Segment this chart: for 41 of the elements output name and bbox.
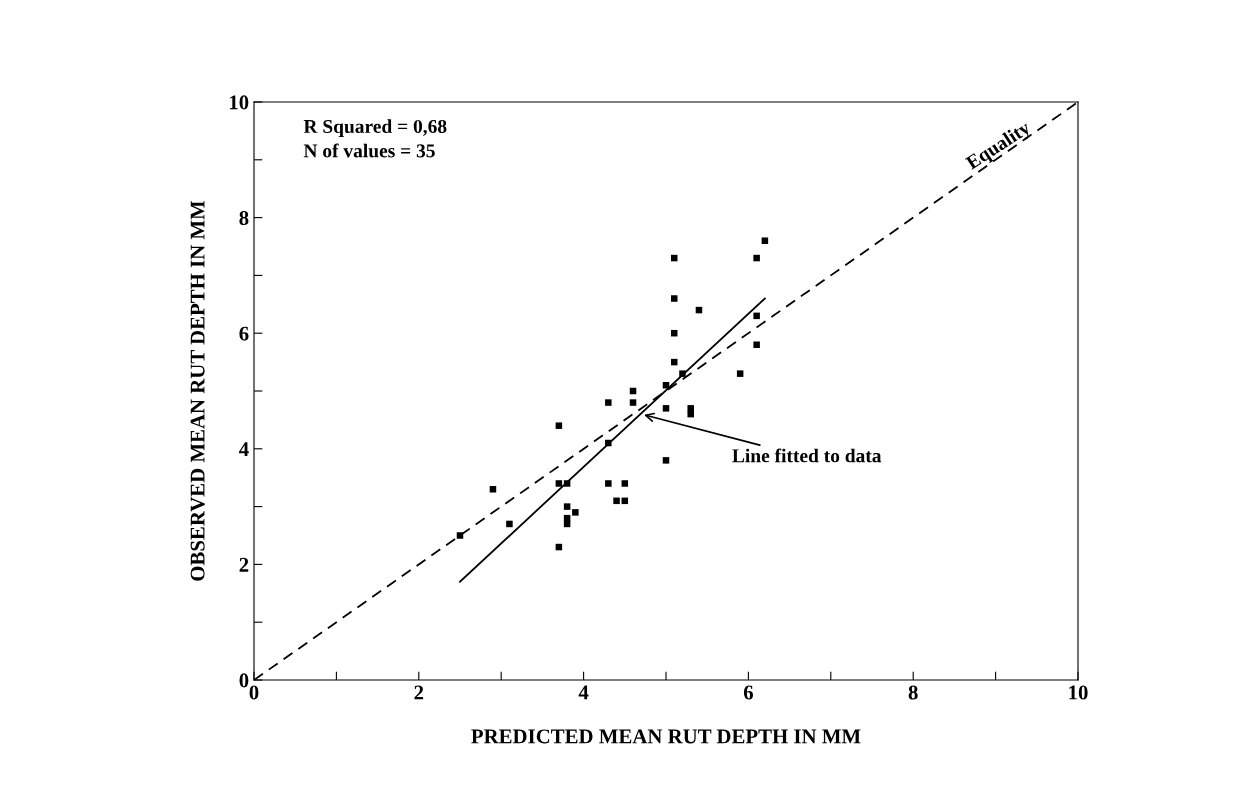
point bbox=[621, 480, 629, 487]
point bbox=[456, 532, 464, 539]
point bbox=[687, 410, 694, 418]
y-tick-label: 10 bbox=[229, 95, 249, 110]
point bbox=[555, 422, 563, 429]
point bbox=[679, 370, 686, 377]
annotation: Line fitted to data bbox=[732, 448, 882, 463]
point bbox=[662, 405, 670, 412]
y-tick-label: 2 bbox=[239, 557, 249, 572]
point bbox=[753, 312, 760, 320]
x-tick-label: 2 bbox=[414, 685, 424, 700]
annotation: R Squared = 0,68 N of values = 35 bbox=[303, 119, 447, 158]
point bbox=[489, 486, 497, 493]
point bbox=[605, 480, 612, 487]
x-tick-label: 0 bbox=[249, 685, 259, 700]
x-tick-label: 10 bbox=[1069, 685, 1088, 700]
x-tick-label: 4 bbox=[578, 685, 589, 700]
point bbox=[761, 237, 769, 244]
y-tick-label: 0 bbox=[239, 673, 249, 688]
point bbox=[563, 480, 571, 487]
x-tick-label: 8 bbox=[908, 685, 918, 700]
point bbox=[662, 457, 670, 464]
point bbox=[736, 370, 744, 377]
y-tick-label: 8 bbox=[239, 210, 249, 226]
point bbox=[605, 439, 612, 447]
point bbox=[753, 254, 760, 262]
point bbox=[605, 399, 612, 406]
y-tick-label: 4 bbox=[239, 442, 249, 457]
point bbox=[555, 480, 563, 487]
y-tick-label: 6 bbox=[239, 326, 249, 341]
point bbox=[506, 520, 513, 528]
point bbox=[687, 405, 694, 412]
y-axis-title: OBSERVED MEAN RUT DEPTH IN MM bbox=[190, 200, 205, 581]
point bbox=[670, 295, 678, 302]
point bbox=[629, 399, 637, 406]
x-tick-label: 6 bbox=[743, 685, 753, 700]
point bbox=[613, 497, 620, 505]
point bbox=[572, 509, 579, 516]
point bbox=[753, 341, 760, 349]
point bbox=[563, 503, 571, 510]
x-axis-title: PREDICTED MEAN RUT DEPTH IN MM bbox=[471, 729, 861, 744]
